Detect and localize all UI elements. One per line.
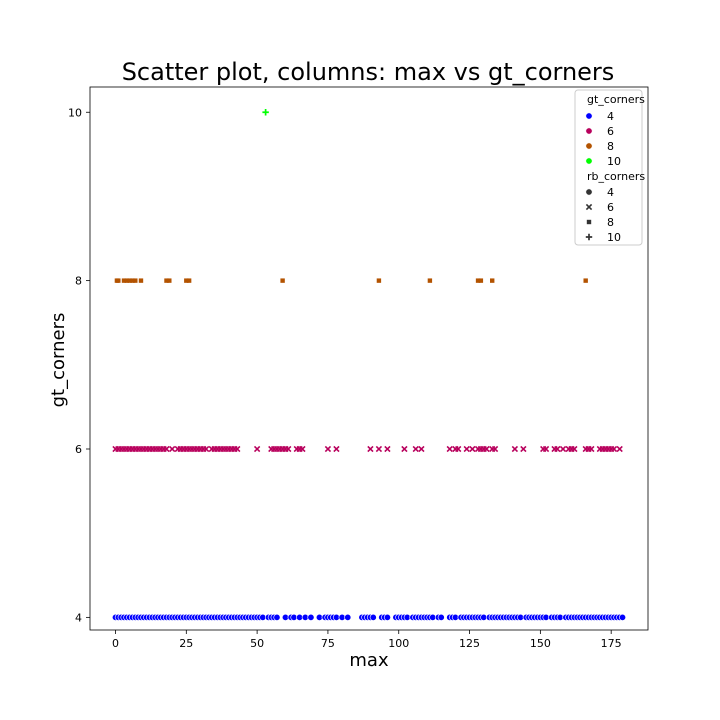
data-point — [463, 445, 470, 453]
legend-style-label: 8 — [607, 216, 614, 229]
data-point — [285, 445, 292, 453]
data-point — [401, 445, 408, 453]
data-points — [111, 109, 627, 621]
data-point — [616, 445, 623, 453]
data-point — [384, 445, 391, 453]
data-point — [511, 445, 519, 453]
data-point — [344, 613, 352, 621]
data-point — [163, 445, 170, 453]
data-point — [299, 445, 306, 453]
y-axis-label: gt_corners — [48, 313, 69, 408]
legend-hue-title: gt_corners — [587, 93, 645, 106]
data-point — [583, 278, 588, 283]
legend-hue-marker — [585, 157, 593, 165]
data-point — [383, 613, 391, 621]
x-axis-label: max — [349, 650, 389, 671]
data-point — [138, 278, 144, 283]
legend-style-label: 6 — [607, 201, 614, 214]
legend-style-title: rb_corners — [587, 170, 645, 183]
data-point — [491, 445, 499, 453]
legend-hue-label: 4 — [607, 110, 614, 123]
data-point — [262, 109, 269, 116]
data-point — [234, 445, 241, 453]
data-point — [418, 445, 425, 453]
legend: gt_corners rb_corners 4 6 8 10 4 6 8 10 — [574, 89, 645, 246]
legend-hue-marker — [585, 127, 593, 135]
data-point — [490, 278, 495, 283]
y-tick-label: 8 — [75, 275, 82, 288]
data-point — [202, 445, 210, 453]
data-point — [186, 278, 192, 283]
data-point — [376, 278, 382, 283]
data-point — [133, 278, 138, 283]
legend-box — [574, 89, 643, 246]
data-point — [478, 278, 484, 283]
x-tick-label: 25 — [179, 637, 193, 650]
data-point — [167, 278, 172, 283]
data-point — [280, 278, 285, 283]
data-point — [307, 613, 315, 621]
y-axis-ticks: 4 6 8 10 — [68, 106, 90, 624]
data-point — [273, 613, 281, 621]
x-tick-label: 50 — [250, 637, 264, 650]
x-tick-label: 0 — [112, 637, 119, 650]
x-tick-label: 175 — [601, 637, 622, 650]
data-point — [124, 278, 130, 283]
legend-style-label: 4 — [607, 186, 614, 199]
data-point — [542, 445, 550, 453]
data-point — [469, 445, 476, 453]
data-point — [253, 445, 261, 453]
data-point — [168, 445, 176, 453]
legend-style-label: 10 — [607, 231, 621, 244]
data-point — [121, 278, 127, 283]
data-point — [375, 445, 383, 453]
data-point — [520, 445, 527, 453]
data-point — [412, 445, 419, 453]
data-point — [554, 445, 561, 453]
legend-style-marker — [585, 188, 593, 196]
data-point — [116, 278, 121, 283]
chart-title: Scatter plot, columns: max vs gt_corners — [122, 58, 615, 86]
data-point — [475, 278, 481, 283]
data-point — [571, 445, 578, 453]
data-point — [437, 613, 445, 621]
legend-hue-label: 6 — [607, 125, 614, 138]
legend-hue-marker — [585, 142, 593, 150]
plot-area — [89, 86, 649, 631]
data-point — [455, 445, 462, 453]
x-tick-label: 75 — [321, 637, 335, 650]
x-tick-label: 100 — [388, 637, 409, 650]
legend-hue-label: 10 — [607, 155, 621, 168]
data-point — [369, 613, 377, 621]
x-axis-ticks: 0 25 50 75 100 125 150 175 — [112, 630, 622, 650]
data-point — [164, 278, 169, 283]
data-point — [184, 278, 189, 283]
legend-style-marker — [585, 233, 593, 241]
data-point — [483, 445, 490, 453]
data-point — [333, 445, 340, 453]
y-tick-label: 4 — [75, 611, 82, 624]
data-point — [559, 445, 567, 453]
legend-hue-marker — [585, 112, 593, 120]
legend-hue-label: 8 — [607, 140, 614, 153]
data-point — [588, 445, 595, 453]
x-tick-label: 125 — [459, 637, 480, 650]
data-point — [127, 278, 132, 283]
legend-style-marker — [585, 203, 593, 211]
legend-style-marker — [586, 219, 592, 225]
data-point — [367, 445, 374, 453]
y-tick-label: 10 — [68, 106, 82, 119]
data-point — [446, 445, 453, 453]
x-tick-label: 150 — [530, 637, 551, 650]
data-point — [610, 445, 618, 453]
data-point — [619, 613, 627, 621]
data-point — [324, 445, 332, 453]
data-point — [427, 278, 433, 283]
y-tick-label: 6 — [75, 443, 82, 456]
data-point — [130, 278, 135, 283]
